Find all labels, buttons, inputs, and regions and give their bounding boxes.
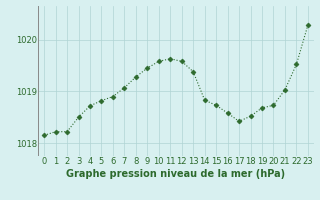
X-axis label: Graphe pression niveau de la mer (hPa): Graphe pression niveau de la mer (hPa) bbox=[67, 169, 285, 179]
